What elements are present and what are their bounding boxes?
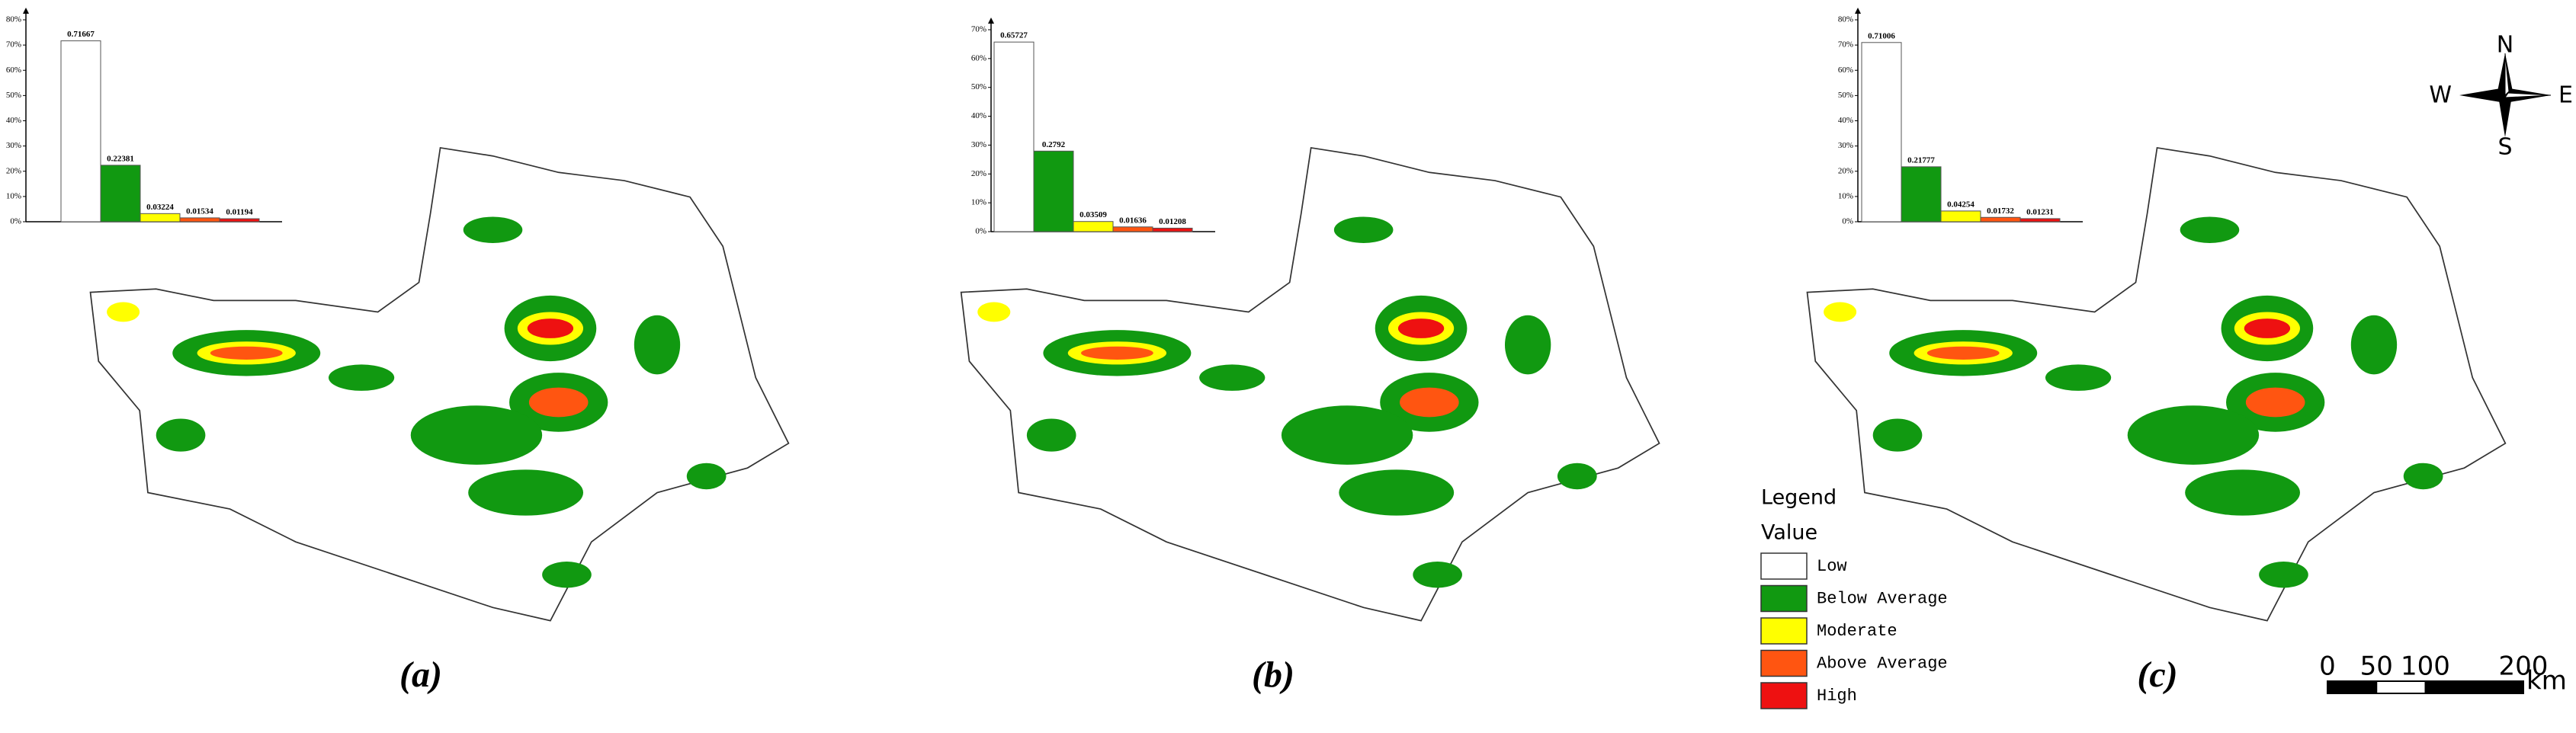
legend-label: Above Average [1817,654,1948,673]
compass-label: N [2497,32,2513,59]
value-label: 0.03224 [146,203,174,212]
y-tick-label: 70% [6,40,21,50]
value-label: 0.71006 [1868,31,1895,40]
y-tick-label: 10% [1838,191,1853,200]
legend-subtitle: Value [1761,521,1817,545]
value-label: 0.01194 [226,208,253,217]
y-tick-label: 70% [971,25,986,34]
bar [140,213,181,222]
y-tick-label: 10% [971,198,986,207]
y-tick-label: 40% [1838,116,1853,125]
y-tick-label: 40% [6,116,21,125]
bar [1152,227,1193,232]
value-label: 0.03509 [1079,210,1107,219]
bar [219,218,260,222]
bar [1033,150,1074,232]
legend-label: Low [1817,557,1847,576]
y-tick-label: 60% [6,66,21,75]
compass-rose [2459,53,2552,137]
compass-label: W [2429,82,2452,109]
y-tick-label: 20% [6,166,21,175]
value-label: 0.71667 [67,30,95,39]
y-tick-label: 40% [971,111,986,120]
value-label: 0.21777 [1907,155,1935,165]
bar [2019,218,2061,222]
bar [100,165,141,222]
legend-swatch [1760,584,1808,613]
value-label: 0.01231 [2026,207,2054,216]
y-tick-label: 80% [6,15,21,24]
y-tick-label: 0% [1842,217,1853,226]
y-tick-label: 30% [971,140,986,149]
legend-swatch [1760,649,1808,677]
y-tick-label: 30% [6,141,21,150]
axis-arrow [23,8,29,14]
bar [993,41,1035,232]
bar [1901,166,1942,222]
bar [1112,226,1153,232]
bar [1861,42,1902,222]
legend-title: Legend [1761,486,1837,510]
value-label: 0.01636 [1119,216,1147,225]
bar [1073,221,1114,232]
y-tick-label: 20% [1838,166,1853,175]
value-label: 0.65727 [1000,31,1028,40]
y-tick-label: 30% [1838,141,1853,150]
legend-label: Below Average [1817,589,1948,608]
legend-swatch [1760,682,1808,709]
y-tick-label: 10% [6,191,21,200]
y-tick-label: 0% [10,217,21,226]
legend-label: Moderate [1817,622,1898,641]
legend-swatch [1760,617,1808,645]
y-tick-label: 50% [1838,91,1853,100]
y-tick-label: 60% [971,53,986,62]
y-tick-label: 50% [6,91,21,100]
scale-label: 200 [2499,651,2549,682]
compass-label: E [2558,82,2573,109]
scale-unit: km [2526,666,2567,696]
value-label: 0.22381 [107,154,134,163]
scale-label: 50 [2360,651,2393,682]
scale-segment [2424,680,2524,694]
y-tick-label: 50% [971,82,986,91]
scale-segment [2376,680,2427,694]
bar [179,217,220,222]
y-tick-label: 20% [971,169,986,178]
value-label: 0.04254 [1947,200,1975,209]
bar [1980,216,2021,222]
axis-arrow [988,18,994,24]
panel-title: (a) [399,655,442,695]
value-label: 0.01732 [1987,206,2014,216]
value-label: 0.2792 [1042,140,1066,149]
panel-title: (c) [2137,655,2177,695]
legend-swatch [1760,552,1808,580]
y-tick-label: 80% [1838,15,1853,24]
axis-arrow [1855,8,1861,14]
value-label: 0.01534 [186,206,213,216]
y-tick-label: 70% [1838,40,1853,50]
maps [89,146,2507,622]
y-tick-label: 60% [1838,66,1853,75]
compass-label: S [2497,134,2512,161]
scale-label: 100 [2401,651,2450,682]
legend-label: High [1817,687,1857,706]
scale-segment [2327,680,2378,694]
bar [60,40,101,222]
y-tick-label: 0% [975,227,986,236]
panel-title: (b) [1252,655,1294,695]
bar [1940,210,1981,222]
value-label: 0.01208 [1159,217,1186,226]
scale-label: 0 [2319,651,2336,682]
